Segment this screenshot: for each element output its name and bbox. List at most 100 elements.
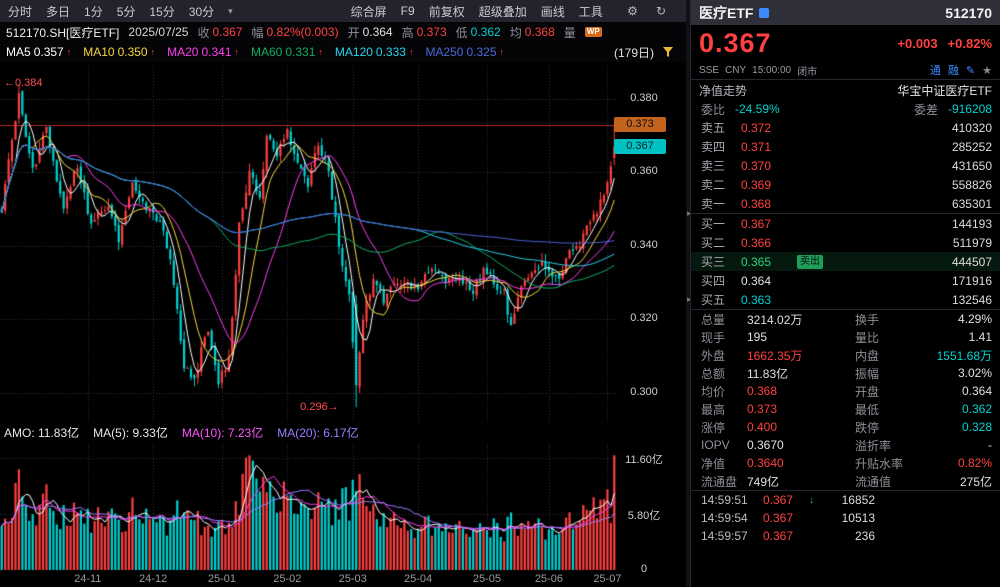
price-axis-label: 0.360 [630, 165, 658, 178]
divider [691, 490, 1000, 491]
top-toolbar: 分时 多日 1分 5分 15分 30分 ▾ 综合屏 F9 前复权 超级叠加 画线… [0, 0, 688, 22]
tab-30min[interactable]: 30分 [188, 4, 215, 19]
wp-indicator-badge[interactable]: WP [584, 27, 602, 37]
bid-row-4[interactable]: 买四 0.364 171916 [701, 273, 992, 289]
up-arrow-icon: ↑ [499, 47, 505, 57]
menu-composite[interactable]: 综合屏 [350, 4, 387, 19]
high-field: 高 0.373 [401, 25, 447, 40]
fund-flag-icon[interactable] [759, 7, 770, 18]
x-axis-month: 24-12 [139, 573, 168, 585]
exchange-label: SSE [699, 64, 720, 76]
ma10-legend: MA10 0.350 ↑ [83, 45, 156, 59]
refresh-icon[interactable]: ↻ [655, 4, 666, 18]
close-field: 收 0.367 [197, 25, 243, 40]
instrument-name: 医疗ETF [699, 4, 754, 21]
menu-draw-line[interactable]: 画线 [540, 4, 565, 19]
kline-chart-area: 0.380 0.360 0.340 0.320 0.300 0.373 0.36… [0, 62, 688, 587]
up-arrow-icon: ↑ [234, 47, 240, 57]
avg-field: 均 0.368 [509, 25, 555, 40]
ask-row-2[interactable]: 卖二 0.369 558826 [701, 177, 992, 193]
tab-15min[interactable]: 15分 [149, 4, 175, 19]
x-axis-month: 25-02 [273, 573, 302, 585]
order-book: 卖五 0.372 410320 卖四 0.371 285252 卖三 0.370 43165… [691, 118, 1000, 309]
trough-annotation: 0.296→ [300, 401, 339, 414]
up-arrow-icon: ↑ [150, 47, 156, 57]
ma20-legend: MA20 0.341 ↑ [167, 45, 239, 59]
ask-row-1[interactable]: 卖一 0.368 635301 [701, 196, 992, 212]
pen-icon[interactable]: ✎ [965, 64, 976, 77]
shanghai-connect-badge[interactable]: 通 [929, 65, 941, 77]
divider [691, 309, 1000, 310]
symbol-label: 512170.SH[医疗ETF] [6, 25, 120, 40]
ma120-legend: MA120 0.333 ↑ [334, 45, 414, 59]
menu-f9[interactable]: F9 [400, 4, 415, 18]
weicha-value: -916208 [947, 102, 992, 116]
currency-label: CNY [725, 64, 747, 76]
volume-axis-label: 5.80亿 [627, 509, 661, 522]
filter-icon[interactable] [662, 46, 674, 58]
menu-super-overlay[interactable]: 超级叠加 [478, 4, 527, 19]
tick-list: 14:59:51 0.367 ↓ 16852 14:59:54 0.367 10513 1… [691, 491, 1000, 545]
chart-pane: 分时 多日 1分 5分 15分 30分 ▾ 综合屏 F9 前复权 超级叠加 画线… [0, 0, 688, 587]
price-change-pct: +0.82% [947, 35, 992, 51]
x-axis-month: 25-05 [472, 573, 501, 585]
x-axis-month: 24-11 [74, 573, 102, 585]
menu-tools[interactable]: 工具 [578, 4, 603, 19]
stat-row-iopv: IOPV 0.3670 溢折率 - [701, 438, 992, 453]
change-field: 幅 0.82%(0.003) [251, 25, 339, 40]
quote-info-bar: 512170.SH[医疗ETF] 2025/07/25 收 0.367 幅 0.82… [0, 22, 688, 42]
pane-splitter[interactable] [686, 0, 690, 587]
chevron-down-icon[interactable]: ▾ [228, 5, 233, 16]
bid-row-2[interactable]: 买二 0.366 511979 [701, 235, 992, 251]
stat-row-nav: 净值 0.3640 升贴水率 0.82% [701, 456, 992, 471]
nav-row: 净值走势 华宝中证医疗ETF [691, 80, 1000, 100]
bid-row-5[interactable]: 买五 0.363 132546 [701, 292, 992, 308]
price-axis-label: 0.340 [630, 238, 658, 251]
tick-row: 14:59:54 0.367 10513 [701, 511, 875, 525]
gear-icon[interactable]: ⚙ [627, 4, 638, 18]
high-price-marker: 0.373 [614, 116, 666, 132]
bid-row-3[interactable]: 买三 0.365 卖出 444507 [691, 252, 1000, 271]
last-price-marker: 0.367 [614, 138, 666, 154]
market-state: 闭市 [797, 66, 818, 78]
ask-row-5[interactable]: 卖五 0.372 410320 [701, 120, 992, 136]
x-axis-month: 25-06 [534, 573, 563, 585]
ask-row-4[interactable]: 卖四 0.371 285252 [701, 139, 992, 155]
down-arrow-icon: ↓ [809, 494, 814, 506]
tab-5min[interactable]: 5分 [116, 4, 136, 19]
menu-forward-adjust[interactable]: 前复权 [428, 4, 465, 19]
stat-row-turnover: 总额 11.83亿 振幅 3.02% [701, 366, 992, 381]
last-price-big: 0.367 [699, 27, 772, 58]
ma60-legend: MA60 0.331 ↑ [251, 45, 323, 59]
volume-label: 量 [563, 25, 576, 40]
price-change: +0.003 [897, 35, 938, 51]
kline-canvas[interactable] [0, 62, 688, 572]
open-field: 开 0.364 [347, 25, 393, 40]
margin-trading-badge[interactable]: 融 [947, 65, 959, 77]
trade-date: 2025/07/25 [128, 25, 189, 39]
stat-row-high-low: 最高 0.373 最低 0.362 [701, 402, 992, 417]
stat-row-inner-outer: 外盘 1662.35万 内盘 1551.68万 [701, 348, 992, 363]
up-arrow-icon: ↑ [66, 47, 72, 57]
price-axis-label: 0.300 [630, 385, 658, 398]
bid-row-1[interactable]: 买一 0.367 144193 [701, 216, 992, 232]
star-icon[interactable]: ★ [982, 64, 992, 77]
stat-row-limits: 涨停 0.400 跌停 0.328 [701, 420, 992, 435]
nav-trend-link[interactable]: 净值走势 [699, 83, 748, 98]
divider [691, 79, 1000, 80]
price-row: 0.367 +0.003 +0.82% [691, 25, 1000, 61]
stat-row-lot: 现手 195 量比 1.41 [701, 330, 992, 345]
tick-row: 14:59:57 0.367 236 [701, 529, 875, 543]
stat-row-volume: 总量 3214.02万 换手 4.29% [701, 312, 992, 327]
stat-row-float: 流通盘 749亿 流通值 275亿 [701, 474, 992, 489]
ask-row-3[interactable]: 卖三 0.370 431650 [701, 158, 992, 174]
x-axis-month: 25-01 [207, 573, 237, 585]
weibi-value: -24.59% [735, 102, 780, 116]
tab-duori[interactable]: 多日 [46, 4, 71, 19]
tab-1min[interactable]: 1分 [84, 4, 103, 19]
low-field: 低 0.362 [455, 25, 501, 40]
splitter-arrow-icon[interactable]: ▸ [687, 208, 692, 219]
tab-fenshi[interactable]: 分时 [8, 4, 33, 19]
splitter-arrow-icon[interactable]: ▸ [687, 294, 692, 305]
market-status-row: SSE CNY 15:00:00 闭市 通 融 ✎ ★ [691, 61, 1000, 79]
